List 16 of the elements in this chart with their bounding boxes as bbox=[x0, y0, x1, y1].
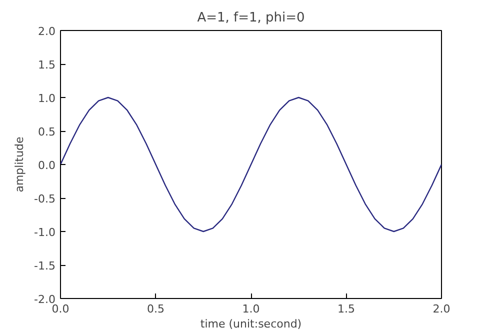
y-tick-label: 0.0 bbox=[38, 159, 56, 172]
y-axis-title: amplitude bbox=[13, 136, 26, 192]
x-tick-label: 1.5 bbox=[338, 302, 356, 316]
y-tick-label: 1.0 bbox=[38, 92, 56, 105]
x-tick-label: 1.0 bbox=[242, 302, 260, 316]
line-series bbox=[60, 96, 442, 232]
y-tick-label: 0.5 bbox=[38, 126, 56, 138]
y-tick-label: -0.5 bbox=[34, 192, 56, 206]
chart-title: A=1, f=1, phi=0 bbox=[197, 10, 305, 26]
y-tick-label: -1.0 bbox=[34, 226, 56, 239]
y-tick-label: -1.5 bbox=[34, 260, 56, 272]
y-tick-label: 2.0 bbox=[38, 25, 56, 38]
x-tick-label: 0.5 bbox=[147, 302, 165, 316]
x-axis-title: time (unit:second) bbox=[200, 318, 302, 330]
y-tick-label: 1.5 bbox=[38, 58, 56, 72]
x-tick-label: 2.0 bbox=[432, 302, 450, 316]
